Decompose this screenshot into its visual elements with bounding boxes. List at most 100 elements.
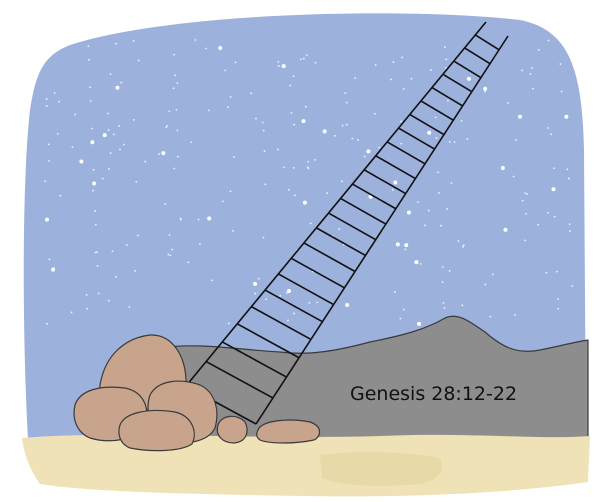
star <box>166 125 168 127</box>
star <box>222 200 224 202</box>
star <box>92 181 96 185</box>
star <box>407 211 411 215</box>
star <box>399 318 401 320</box>
star <box>51 268 55 272</box>
star <box>345 303 349 307</box>
star <box>564 115 568 119</box>
star <box>554 216 556 218</box>
star <box>308 302 310 304</box>
star <box>108 129 110 131</box>
star <box>501 166 505 170</box>
star <box>158 153 160 155</box>
star <box>199 243 201 245</box>
star <box>254 293 256 295</box>
star <box>282 64 286 68</box>
star <box>48 160 50 162</box>
star <box>531 67 533 69</box>
ground <box>22 435 590 497</box>
star <box>442 281 444 283</box>
star <box>442 266 444 268</box>
star <box>134 270 136 272</box>
star <box>262 122 264 124</box>
star <box>110 73 112 75</box>
star <box>230 96 232 98</box>
star <box>74 114 76 116</box>
star <box>316 301 318 303</box>
star <box>524 239 526 241</box>
star <box>560 63 562 65</box>
star <box>351 138 353 140</box>
star <box>529 73 531 75</box>
star <box>49 258 51 260</box>
star <box>417 322 421 326</box>
star <box>568 178 570 180</box>
star <box>525 213 527 215</box>
star <box>427 131 431 135</box>
star <box>515 139 517 141</box>
star <box>443 302 445 304</box>
star <box>447 100 449 102</box>
star <box>400 121 402 123</box>
star <box>393 61 395 63</box>
star <box>255 118 257 120</box>
star <box>513 176 515 178</box>
star <box>46 105 48 107</box>
star <box>118 125 120 127</box>
star <box>57 133 59 135</box>
star <box>571 285 573 287</box>
star <box>133 119 135 121</box>
star <box>224 69 226 71</box>
star <box>420 263 422 265</box>
star <box>108 168 110 170</box>
star <box>293 167 295 169</box>
star <box>171 249 173 251</box>
star <box>307 161 309 163</box>
star <box>96 251 98 253</box>
star <box>400 143 402 145</box>
star <box>357 139 359 141</box>
star <box>115 276 117 278</box>
star <box>290 112 292 114</box>
star <box>218 46 222 50</box>
star <box>537 224 539 226</box>
ground-shade <box>320 452 442 486</box>
star <box>518 115 522 119</box>
star <box>449 141 451 143</box>
star <box>95 224 97 226</box>
star <box>113 133 115 135</box>
star <box>403 88 405 90</box>
star <box>90 140 94 144</box>
star <box>235 61 237 63</box>
star <box>461 120 463 122</box>
star <box>190 141 192 143</box>
star <box>46 323 48 325</box>
star <box>315 62 317 64</box>
star <box>288 189 290 191</box>
star <box>553 167 555 169</box>
star <box>94 210 96 212</box>
star <box>287 289 291 293</box>
star <box>552 187 556 191</box>
star <box>198 219 200 221</box>
star <box>88 59 90 61</box>
star <box>167 254 169 256</box>
star <box>91 128 93 130</box>
star <box>303 58 305 60</box>
star <box>287 320 289 322</box>
star <box>437 171 439 173</box>
star <box>277 61 279 63</box>
star <box>176 129 178 131</box>
star <box>436 137 438 139</box>
star <box>444 307 446 309</box>
star <box>569 230 571 232</box>
star <box>557 298 559 300</box>
star <box>354 77 356 79</box>
star <box>253 282 257 286</box>
star <box>548 40 550 42</box>
star <box>445 67 447 69</box>
star <box>120 82 122 84</box>
star <box>302 119 306 123</box>
star <box>463 244 465 246</box>
star <box>102 178 104 180</box>
star <box>277 148 279 150</box>
